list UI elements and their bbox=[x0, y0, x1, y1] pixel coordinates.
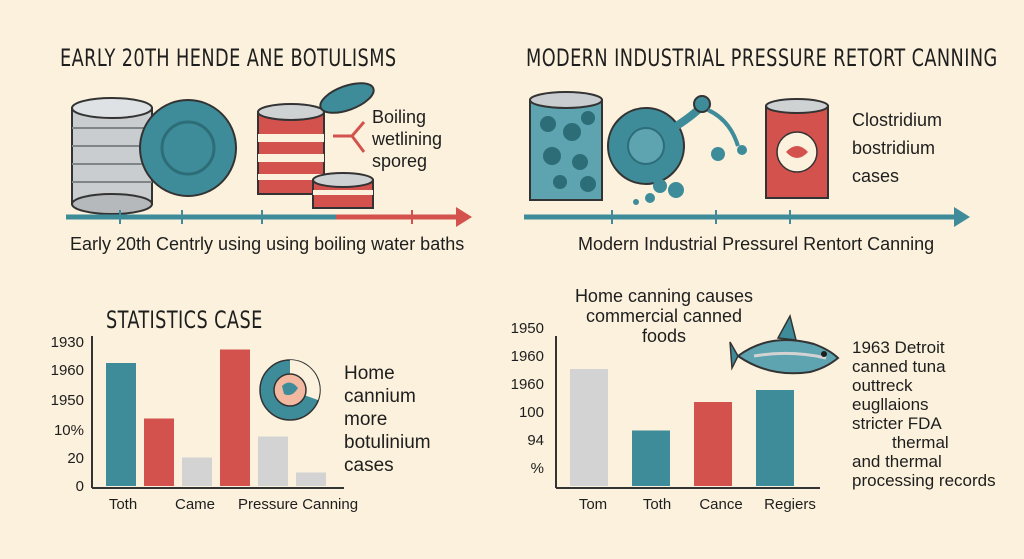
chart2-annotation: 1963 Detroit canned tuna outtreck euglla… bbox=[852, 338, 996, 490]
chart2-annotation-line: and thermal bbox=[852, 452, 942, 471]
modern-note-line: bostridium bbox=[852, 138, 936, 158]
chart1-y-tick: 1960 bbox=[50, 362, 84, 379]
chart1-annotation-line: more bbox=[344, 409, 388, 430]
chart2-annotation-line: thermal bbox=[892, 433, 949, 452]
early-note: Boiling wetlining sporeg bbox=[372, 106, 442, 172]
chart1-x-label: Toth bbox=[108, 496, 138, 513]
chart1-y-tick: 1930 bbox=[50, 334, 84, 351]
chart-bar bbox=[106, 363, 136, 486]
glass-jar-icon bbox=[529, 91, 603, 201]
chart2-title: Home canning causes commercial canned fo… bbox=[574, 286, 754, 346]
chart1-y-ticks: 1930 1960 1950 10% 20 0 bbox=[44, 334, 84, 495]
chart2-annotation-line: eugllaions bbox=[852, 395, 929, 414]
chart2-y-ticks: 1950 1960 1960 100 94 % bbox=[504, 320, 544, 480]
early-note-line: wetlining bbox=[372, 129, 443, 149]
early-timeline-caption: Early 20th Centrly using using boiling w… bbox=[70, 234, 465, 254]
chart1-title: STATISTICS CASE bbox=[106, 306, 263, 334]
modern-note: Clostridium bostridium cases bbox=[852, 106, 942, 190]
chart2-annotation-line: processing records bbox=[852, 471, 996, 490]
chart2-y-tick: 100 bbox=[518, 404, 544, 421]
chart2-x-label: Tom bbox=[578, 496, 608, 513]
chart1-annotation-line: botulinium bbox=[344, 432, 431, 453]
chart1-x-label: Pressure Canning bbox=[238, 496, 359, 513]
chart2-y-tick: 1960 bbox=[510, 376, 544, 393]
chart2-x-label: Toth bbox=[642, 496, 672, 513]
chart2-plot bbox=[555, 336, 820, 489]
modern-note-line: cases bbox=[852, 166, 900, 186]
chart-bar bbox=[144, 418, 174, 486]
chart2-annotation-line: outtreck bbox=[852, 376, 913, 395]
chart2-y-tick: 1950 bbox=[510, 320, 544, 337]
chart-bar bbox=[296, 472, 326, 486]
modern-timeline-caption: Modern Industrial Pressurel Rentort Cann… bbox=[578, 234, 935, 254]
chart2-y-tick: 1960 bbox=[510, 348, 544, 365]
split-arrow-icon bbox=[333, 121, 366, 153]
chart2-annotation-line: canned tuna bbox=[852, 357, 946, 376]
teal-disc-icon bbox=[607, 95, 747, 205]
modern-timeline bbox=[524, 207, 970, 227]
pie-badge-icon bbox=[259, 359, 321, 421]
chart-bar bbox=[570, 369, 608, 486]
chart1-annotation-line: cannium bbox=[344, 386, 416, 407]
tuna-fish-icon bbox=[729, 313, 840, 375]
chart2-y-tick: % bbox=[530, 460, 544, 477]
early-note-line: Boiling bbox=[372, 107, 427, 127]
modern-era-heading: MODERN INDUSTRIAL PRESSURE RETORT CANNIN… bbox=[526, 44, 998, 72]
chart2-x-label: Regiers bbox=[764, 496, 816, 513]
early-timeline bbox=[66, 207, 472, 227]
chart2-annotation-line: stricter FDA bbox=[852, 414, 942, 433]
early-note-line: sporeg bbox=[372, 151, 428, 171]
chart1-y-tick: 1950 bbox=[50, 392, 84, 409]
chart1-annotation-line: cases bbox=[344, 455, 394, 476]
chart1-y-tick: 20 bbox=[67, 450, 84, 467]
chart2-x-label: Cance bbox=[699, 496, 743, 513]
chart2-annotation-line: 1963 Detroit bbox=[852, 338, 945, 357]
chart1-y-tick: 0 bbox=[75, 478, 84, 495]
chart-bar bbox=[182, 457, 212, 486]
red-label-can-icon bbox=[765, 98, 829, 199]
chart1-annotation-line: Home bbox=[344, 363, 395, 384]
chart-bar bbox=[756, 390, 794, 486]
chart1-y-tick: 10% bbox=[53, 422, 84, 439]
chart-bar bbox=[220, 349, 250, 486]
chart-bar bbox=[694, 402, 732, 486]
grey-can-icon bbox=[71, 97, 153, 215]
chart-bar bbox=[258, 436, 288, 486]
chart1-plot bbox=[91, 336, 344, 489]
chart2-y-tick: 94 bbox=[527, 432, 544, 449]
teal-lid-icon bbox=[139, 99, 237, 197]
chart1-x-label: Came bbox=[174, 496, 215, 513]
chart1-annotation: Home cannium more botulinium cases bbox=[344, 362, 431, 477]
early-era-heading: EARLY 20TH HENDE ANE BOTULISMS bbox=[60, 44, 397, 72]
modern-note-line: Clostridium bbox=[852, 110, 943, 130]
small-can-icon bbox=[312, 172, 374, 209]
chart-bar bbox=[632, 430, 670, 486]
